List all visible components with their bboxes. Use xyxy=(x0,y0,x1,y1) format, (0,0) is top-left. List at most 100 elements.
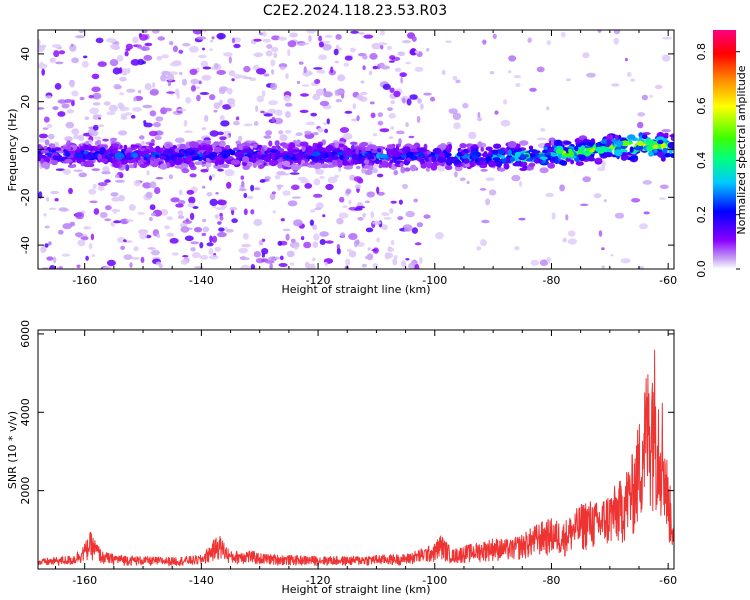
heatmap-cell xyxy=(389,159,394,164)
heatmap-cell xyxy=(357,216,364,221)
heatmap-cell xyxy=(356,94,364,100)
heatmap-cell xyxy=(540,127,546,132)
heatmap-cell xyxy=(492,33,497,39)
heatmap-cell xyxy=(507,141,517,148)
heatmap-cell xyxy=(233,120,240,126)
heatmap-cell xyxy=(98,124,105,127)
heatmap-cell xyxy=(507,70,512,74)
heatmap-cell xyxy=(398,138,402,146)
heatmap-cell xyxy=(110,192,119,197)
heatmap-cell xyxy=(98,144,109,149)
heatmap-cell xyxy=(377,42,388,46)
heatmap-cell xyxy=(463,158,470,165)
heatmap-cell xyxy=(471,155,479,159)
heatmap-cell xyxy=(354,146,363,150)
heatmap-cell xyxy=(149,204,156,211)
heatmap-cell xyxy=(133,179,141,187)
heatmap-cell xyxy=(300,236,305,241)
heatmap-cell xyxy=(630,155,639,159)
heatmap-cell xyxy=(485,177,495,182)
heatmap-cell xyxy=(580,145,585,151)
heatmap-cell xyxy=(93,136,102,140)
heatmap-cell xyxy=(299,141,309,147)
heatmap-cell xyxy=(344,110,353,114)
heatmap-cell xyxy=(176,108,187,112)
heatmap-cell xyxy=(334,60,339,64)
heatmap-cell xyxy=(282,160,291,167)
heatmap-cell xyxy=(455,79,461,84)
heatmap-cell xyxy=(351,153,359,161)
heatmap-cell xyxy=(382,160,388,168)
heatmap-cell xyxy=(301,84,310,87)
heatmap-cell xyxy=(377,112,384,118)
snr-panel: -160 -140 -120 -100 -80 -60 2000 4000 6000 Heig… xyxy=(6,320,677,596)
heatmap-cell xyxy=(514,151,522,158)
heatmap-cell xyxy=(258,164,265,169)
heatmap-cell xyxy=(266,44,273,49)
heatmap-cell xyxy=(414,50,420,54)
heatmap-cell xyxy=(553,139,563,147)
spectrogram-x-label: Height of straight line (km) xyxy=(281,283,430,296)
heatmap-cell xyxy=(154,187,161,194)
heatmap-cell xyxy=(117,102,124,109)
heatmap-cell xyxy=(71,57,79,64)
heatmap-cell xyxy=(324,261,328,267)
snr-y-axis: 2000 4000 6000 xyxy=(19,320,674,505)
heatmap-cell xyxy=(201,232,207,237)
heatmap-cell xyxy=(116,55,124,62)
heatmap-cell xyxy=(405,122,409,128)
heatmap-cell xyxy=(142,104,153,109)
spectrogram-x-tick-label: -120 xyxy=(306,274,331,287)
heatmap-cell xyxy=(345,258,351,266)
heatmap-cell xyxy=(110,43,120,50)
heatmap-cell xyxy=(614,212,625,219)
heatmap-cell xyxy=(657,139,664,145)
heatmap-cell xyxy=(132,36,139,44)
heatmap-cell xyxy=(276,150,281,156)
heatmap-cell xyxy=(71,90,79,97)
heatmap-cell xyxy=(586,72,596,78)
heatmap-cell xyxy=(228,56,232,64)
heatmap-cell xyxy=(539,167,549,174)
heatmap-cell xyxy=(152,82,156,88)
heatmap-cell xyxy=(208,248,214,255)
heatmap-cell xyxy=(57,111,66,117)
heatmap-cell xyxy=(43,213,47,217)
heatmap-cell xyxy=(156,55,163,61)
heatmap-cell xyxy=(121,68,127,74)
heatmap-cell xyxy=(171,252,179,256)
heatmap-cell xyxy=(93,147,99,152)
heatmap-cell xyxy=(274,256,281,260)
heatmap-cell xyxy=(216,159,225,165)
heatmap-cell xyxy=(606,139,612,146)
heatmap-cell xyxy=(378,164,383,169)
heatmap-cell xyxy=(308,35,312,42)
heatmap-cell xyxy=(219,216,224,221)
heatmap-cell xyxy=(340,93,345,99)
heatmap-cell xyxy=(260,147,265,155)
heatmap-cell xyxy=(271,35,281,41)
heatmap-cell xyxy=(43,145,48,150)
heatmap-cell xyxy=(387,149,397,156)
heatmap-cell xyxy=(123,254,133,260)
heatmap-cell xyxy=(445,151,450,159)
heatmap-cell xyxy=(194,161,203,166)
heatmap-cell xyxy=(304,183,313,189)
heatmap-cell xyxy=(528,145,534,151)
heatmap-cell xyxy=(597,166,606,172)
heatmap-cell xyxy=(316,69,326,74)
heatmap-cell xyxy=(243,208,248,216)
heatmap-cell xyxy=(88,188,97,195)
heatmap-cell xyxy=(231,78,235,82)
heatmap-cell xyxy=(242,165,251,170)
heatmap-cell xyxy=(446,148,452,153)
heatmap-cell xyxy=(309,209,316,213)
spectrogram-y-tick-label: -20 xyxy=(19,188,32,206)
heatmap-cell xyxy=(610,254,614,257)
heatmap-cell xyxy=(651,144,659,149)
heatmap-cell xyxy=(362,65,366,71)
heatmap-cell xyxy=(578,142,587,146)
heatmap-cell xyxy=(41,44,47,48)
heatmap-cell xyxy=(290,165,300,171)
heatmap-cell xyxy=(389,55,396,60)
